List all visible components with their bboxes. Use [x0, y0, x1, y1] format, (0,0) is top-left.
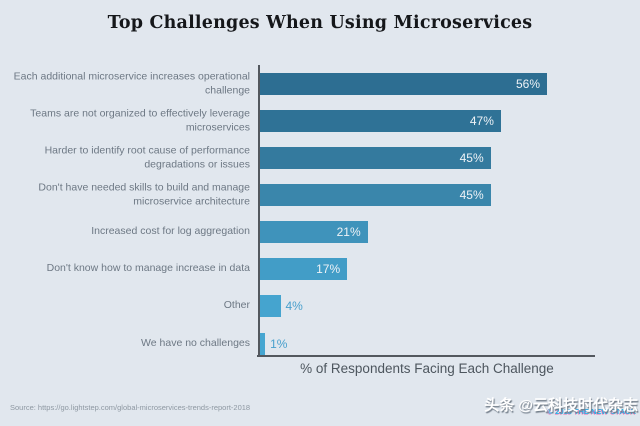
bar: 1% [260, 333, 287, 355]
source-note: Source: https://go.lightstep.com/global-… [10, 403, 251, 412]
bar-row: Teams are not organized to effectively l… [0, 107, 640, 133]
value-label: 47% [469, 114, 494, 128]
category-label: Teams are not organized to effectively l… [30, 107, 250, 133]
category-label: Increased cost for log aggregation [91, 225, 250, 238]
value-label: 4% [285, 299, 303, 313]
bar-row: Don't know how to manage increase in dat… [0, 258, 640, 280]
bar-row: Increased cost for log aggregation 21% [0, 221, 640, 243]
bar-row: Other 4% [0, 295, 640, 317]
category-label: Don't know how to manage increase in dat… [46, 262, 250, 275]
bar: 47% [260, 110, 501, 132]
bar: 45% [260, 184, 491, 206]
toutiao-watermark: 头条 @云科技时代杂志 [484, 397, 638, 414]
y-axis-line [258, 65, 260, 357]
value-label: 17% [316, 262, 341, 276]
bar: 45% [260, 147, 491, 169]
value-label: 45% [459, 151, 484, 165]
x-axis-label: % of Respondents Facing Each Challenge [300, 361, 554, 376]
bar: 4% [260, 295, 303, 317]
value-label: 21% [336, 225, 361, 239]
bar-row: Harder to identify root cause of perform… [0, 144, 640, 170]
category-label: We have no challenges [141, 337, 250, 350]
bar-row: We have no challenges 1% [0, 333, 640, 355]
bar: 17% [260, 258, 348, 280]
category-label: Other [223, 299, 250, 312]
bar-row: Each additional microservice increases o… [0, 70, 640, 96]
chart-title: Top Challenges When Using Microservices [107, 13, 533, 33]
x-axis-line [257, 355, 595, 357]
bar-row: Don't have needed skills to build and ma… [0, 181, 640, 207]
category-label: Harder to identify root cause of perform… [44, 144, 250, 170]
value-label: 56% [515, 77, 540, 91]
watermark-area: © 2018 THE NEW STACK 头条 @云科技时代杂志 [484, 394, 638, 416]
category-label: Each additional microservice increases o… [13, 70, 250, 96]
value-label: 45% [459, 188, 484, 202]
copyright-note: © 2018 THE NEW STACK [547, 407, 636, 416]
category-label: Don't have needed skills to build and ma… [38, 181, 250, 207]
bar: 21% [260, 221, 368, 243]
value-label: 1% [270, 337, 288, 351]
bar: 56% [260, 73, 547, 95]
